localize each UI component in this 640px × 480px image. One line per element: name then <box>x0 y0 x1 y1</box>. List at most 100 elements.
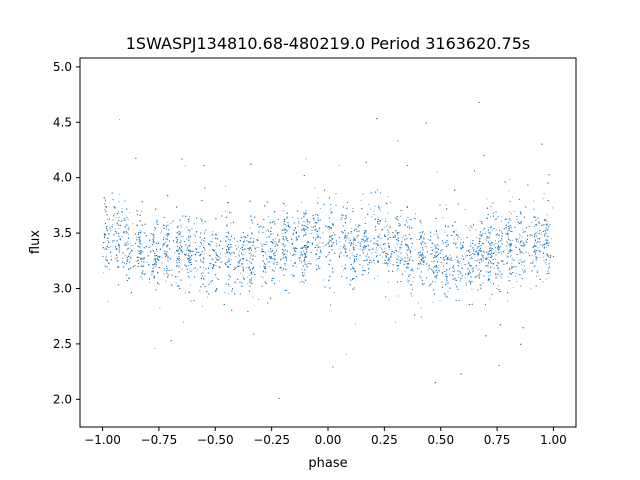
scatter-point <box>202 223 204 225</box>
scatter-point <box>398 255 400 257</box>
scatter-point <box>509 219 511 221</box>
scatter-point <box>317 219 319 221</box>
scatter-point <box>284 264 286 266</box>
scatter-point <box>524 261 525 263</box>
scatter-point <box>385 252 386 254</box>
scatter-point <box>511 257 513 259</box>
scatter-point <box>501 216 503 218</box>
scatter-point <box>135 236 137 238</box>
scatter-point <box>485 257 487 259</box>
scatter-point <box>364 239 366 241</box>
scatter-point <box>174 252 176 254</box>
scatter-point <box>410 270 411 272</box>
scatter-point <box>239 255 240 257</box>
scatter-point <box>465 282 467 284</box>
scatter-point <box>544 261 546 263</box>
scatter-point <box>510 213 512 214</box>
scatter-point <box>424 233 426 235</box>
scatter-point <box>401 237 403 239</box>
scatter-point <box>447 291 449 293</box>
scatter-point <box>340 218 342 220</box>
scatter-point <box>185 266 187 268</box>
scatter-point <box>374 205 376 207</box>
scatter-point <box>141 278 143 280</box>
scatter-point <box>262 270 264 272</box>
scatter-point <box>522 228 524 230</box>
scatter-point <box>129 212 131 214</box>
scatter-point <box>458 273 460 275</box>
scatter-point <box>153 259 155 261</box>
scatter-point <box>361 240 363 242</box>
scatter-point <box>263 266 265 268</box>
scatter-point <box>394 249 396 251</box>
scatter-point <box>180 224 182 226</box>
scatter-point <box>104 248 106 250</box>
scatter-point <box>109 229 111 231</box>
scatter-point <box>519 252 521 254</box>
scatter-point <box>410 285 412 286</box>
scatter-point <box>482 229 484 231</box>
scatter-point <box>361 274 363 276</box>
scatter-point <box>226 232 228 233</box>
scatter-point <box>139 236 141 237</box>
scatter-point <box>163 273 165 274</box>
scatter-point <box>299 260 301 262</box>
scatter-point <box>122 258 123 259</box>
scatter-point <box>249 258 251 260</box>
scatter-point <box>343 215 345 217</box>
scatter-point <box>302 227 304 229</box>
scatter-point <box>363 242 365 243</box>
scatter-point <box>481 255 483 257</box>
scatter-point <box>212 241 214 243</box>
scatter-point <box>473 254 475 256</box>
scatter-point <box>251 263 253 265</box>
scatter-point <box>156 258 158 260</box>
scatter-point <box>278 219 279 220</box>
scatter-point <box>317 217 319 219</box>
scatter-point <box>379 210 381 212</box>
scatter-point <box>542 245 543 247</box>
scatter-point <box>513 210 515 212</box>
scatter-point <box>207 296 209 298</box>
scatter-point <box>363 270 365 271</box>
scatter-point <box>513 266 515 267</box>
scatter-point <box>420 258 422 260</box>
scatter-point <box>249 260 251 262</box>
scatter-point <box>167 236 169 237</box>
scatter-point <box>543 193 545 195</box>
scatter-point <box>187 275 189 277</box>
scatter-point <box>423 283 425 284</box>
scatter-point <box>543 244 545 246</box>
scatter-point <box>243 241 245 243</box>
scatter-point <box>178 232 180 234</box>
scatter-point <box>407 267 409 269</box>
scatter-point <box>153 241 155 243</box>
scatter-point <box>353 240 354 242</box>
scatter-point <box>433 233 435 235</box>
scatter-point <box>497 248 499 250</box>
scatter-point <box>379 244 381 246</box>
scatter-point <box>139 241 141 243</box>
scatter-point <box>363 248 365 250</box>
scatter-point <box>295 266 297 268</box>
scatter-point <box>387 212 389 214</box>
scatter-point <box>405 234 407 236</box>
scatter-point <box>550 238 552 240</box>
scatter-point <box>125 224 127 226</box>
scatter-point <box>352 244 354 245</box>
scatter-point <box>305 231 307 233</box>
scatter-point <box>490 262 492 264</box>
scatter-point <box>281 270 283 271</box>
scatter-point <box>374 278 376 280</box>
scatter-point <box>514 275 516 277</box>
scatter-point <box>180 231 182 233</box>
scatter-point <box>215 234 217 236</box>
scatter-point <box>265 230 267 232</box>
scatter-point <box>480 287 482 289</box>
scatter-point <box>292 216 294 218</box>
scatter-point <box>229 254 231 256</box>
scatter-point <box>282 233 284 234</box>
scatter-point <box>262 276 264 278</box>
scatter-point <box>377 237 379 239</box>
scatter-point <box>512 239 513 241</box>
